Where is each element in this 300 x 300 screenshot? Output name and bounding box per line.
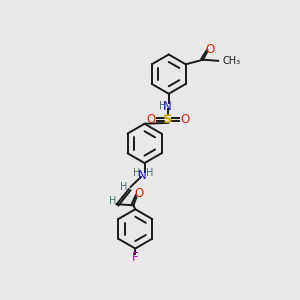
Text: O: O (147, 113, 156, 126)
Text: S: S (164, 113, 173, 126)
Text: H: H (159, 101, 166, 112)
Text: CH₃: CH₃ (222, 56, 240, 66)
Text: H: H (120, 182, 127, 192)
Text: N: N (138, 169, 147, 182)
Text: H: H (146, 168, 153, 178)
Text: H: H (110, 196, 117, 206)
Text: O: O (206, 43, 214, 56)
Text: H: H (133, 168, 141, 178)
Text: O: O (135, 187, 144, 200)
Text: F: F (132, 251, 139, 264)
Text: N: N (163, 100, 172, 113)
Text: O: O (181, 113, 190, 126)
